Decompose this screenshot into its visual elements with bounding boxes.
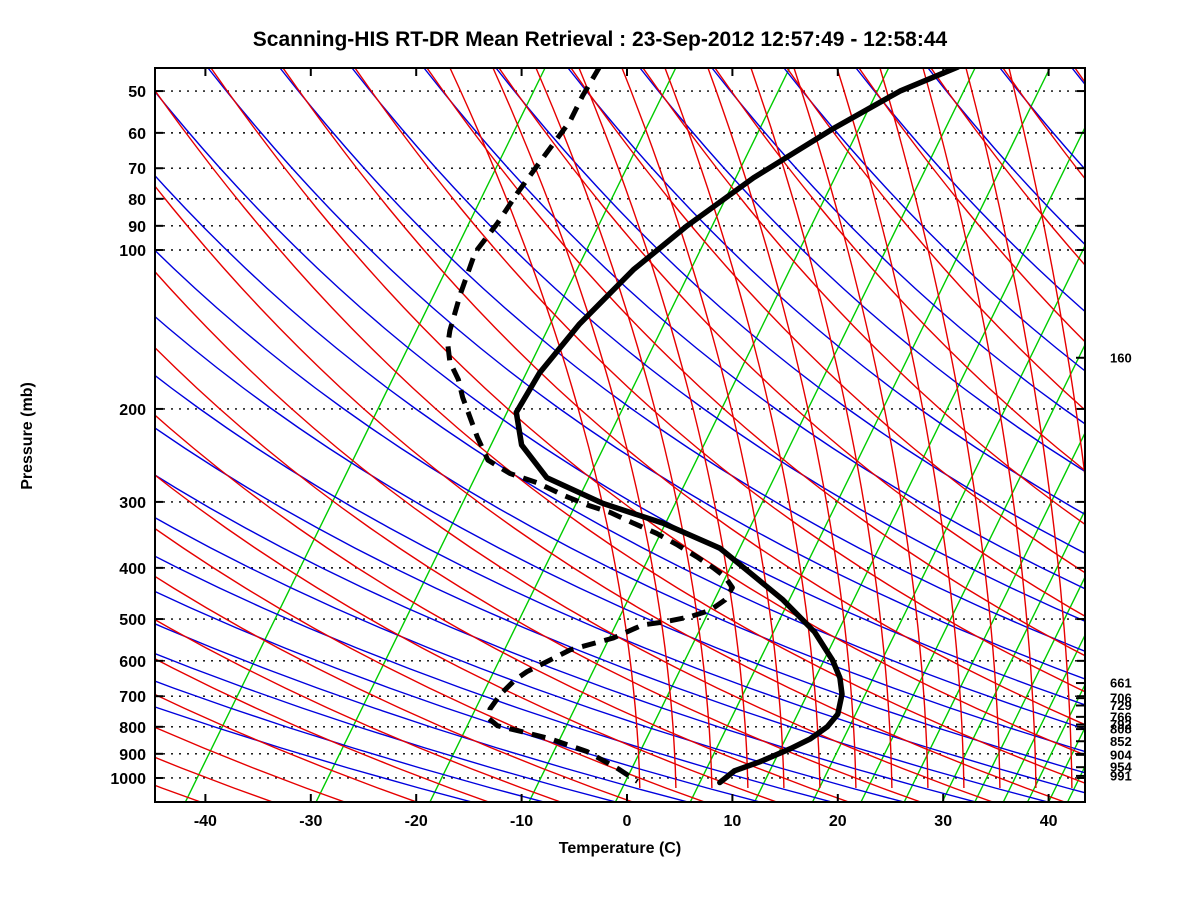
svg-text:0: 0 [623, 813, 632, 830]
svg-text:50: 50 [128, 84, 146, 101]
svg-text:400: 400 [119, 561, 146, 578]
temperature-curve [513, 68, 961, 786]
level-label: 706 [1110, 691, 1132, 706]
level-label: 160 [1110, 350, 1132, 365]
level-label: 904 [1110, 747, 1132, 762]
svg-text:20: 20 [829, 813, 847, 830]
level-label: 954 [1110, 760, 1132, 775]
y-axis-label: Pressure (mb) [19, 382, 36, 490]
svg-text:-40: -40 [194, 813, 217, 830]
adiabat-fan-lines [449, 68, 1085, 789]
dewpoint-curve [445, 68, 735, 784]
level-label: 661 [1110, 676, 1132, 691]
svg-text:70: 70 [128, 161, 146, 178]
svg-text:10: 10 [724, 813, 742, 830]
chart-title: Scanning-HIS RT-DR Mean Retrieval : 23-S… [252, 28, 948, 51]
x-axis-label: Temperature (C) [558, 840, 682, 857]
svg-text:300: 300 [119, 495, 146, 512]
svg-text:-20: -20 [405, 813, 428, 830]
svg-text:-10: -10 [510, 813, 533, 830]
svg-text:60: 60 [128, 126, 146, 143]
plot-curves [155, 68, 1085, 802]
level-label: 852 [1110, 734, 1132, 749]
svg-text:-30: -30 [299, 813, 322, 830]
level-label: 808 [1110, 722, 1132, 737]
svg-text:900: 900 [119, 747, 146, 764]
svg-text:30: 30 [934, 813, 952, 830]
level-label: 766 [1110, 709, 1132, 724]
svg-text:500: 500 [119, 612, 146, 629]
y-tick-labels: 50 60 70 80 90 100 200 300 400 500 600 700 800 900 100… [110, 84, 146, 788]
svg-text:700: 700 [119, 689, 146, 706]
dry-adiabat-lines [155, 68, 1085, 802]
x-tick-labels: -40 -30 -20 -10 0 10 20 30 40 [194, 813, 1058, 830]
moist-adiabat-lines [155, 68, 1085, 802]
level-label: 792 [1110, 717, 1132, 732]
plot-frame [154, 67, 1086, 803]
axis-ticks [155, 68, 1085, 802]
svg-text:80: 80 [128, 192, 146, 209]
svg-text:800: 800 [119, 720, 146, 737]
svg-text:90: 90 [128, 219, 146, 236]
svg-text:40: 40 [1040, 813, 1058, 830]
svg-text:100: 100 [119, 243, 146, 260]
level-label: 729 [1110, 698, 1132, 713]
level-label: 991 [1110, 768, 1132, 783]
svg-text:200: 200 [119, 402, 146, 419]
svg-text:600: 600 [119, 654, 146, 671]
svg-text:1000: 1000 [110, 771, 146, 788]
